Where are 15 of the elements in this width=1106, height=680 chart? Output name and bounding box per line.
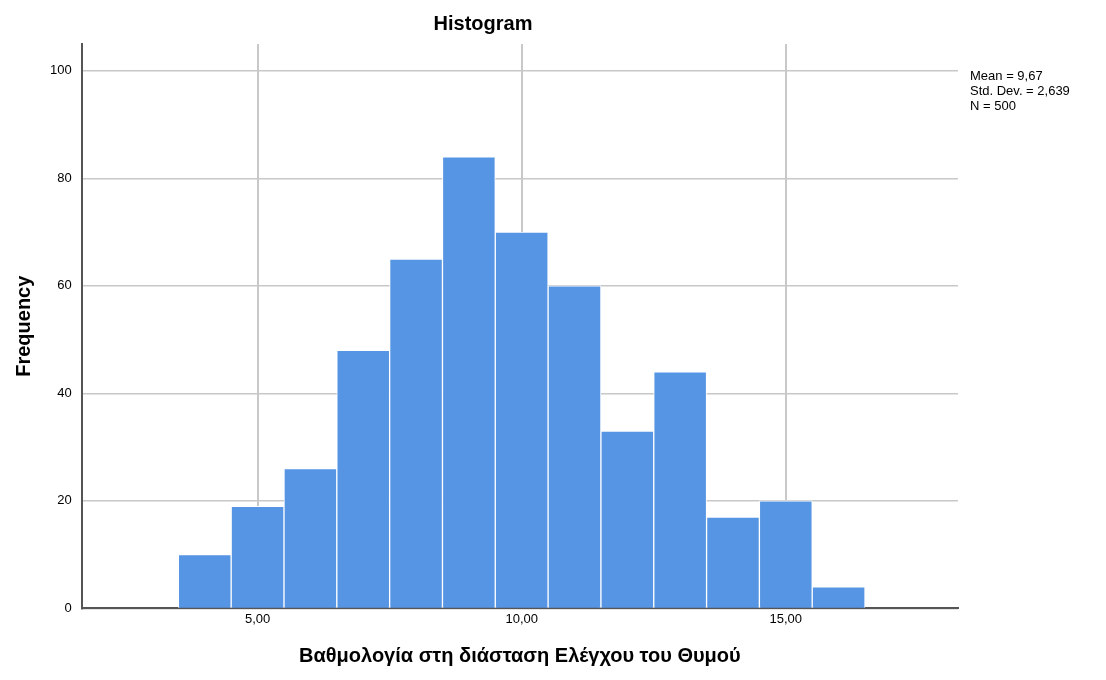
y-tick-label: 20 [57, 492, 72, 508]
text: Std. Dev. = 2,639 [970, 83, 1070, 98]
x-tick-label: 15,00 [769, 610, 803, 626]
chart-title: Histogram [433, 11, 533, 34]
y-tick-label: 80 [57, 169, 72, 185]
x-axis-title: Βαθμολογία στη διάσταση Ελέγχου του Θυμού [299, 643, 741, 666]
x-tick-label: 5,00 [244, 610, 271, 626]
y-axis-title: Frequency [11, 274, 34, 377]
text: Mean = 9,67 [970, 68, 1044, 83]
y-tick-label: 100 [49, 62, 72, 78]
y-tick-label: 60 [57, 277, 72, 293]
x-tick-label: 10,00 [505, 610, 538, 626]
text: N = 500 [970, 98, 1017, 113]
y-tick-label: 40 [57, 384, 72, 400]
y-tick-label: 0 [64, 599, 72, 615]
